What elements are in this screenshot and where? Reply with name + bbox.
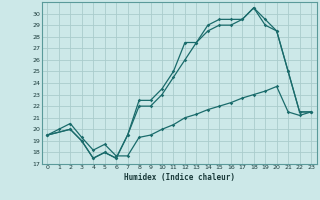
X-axis label: Humidex (Indice chaleur): Humidex (Indice chaleur) — [124, 173, 235, 182]
